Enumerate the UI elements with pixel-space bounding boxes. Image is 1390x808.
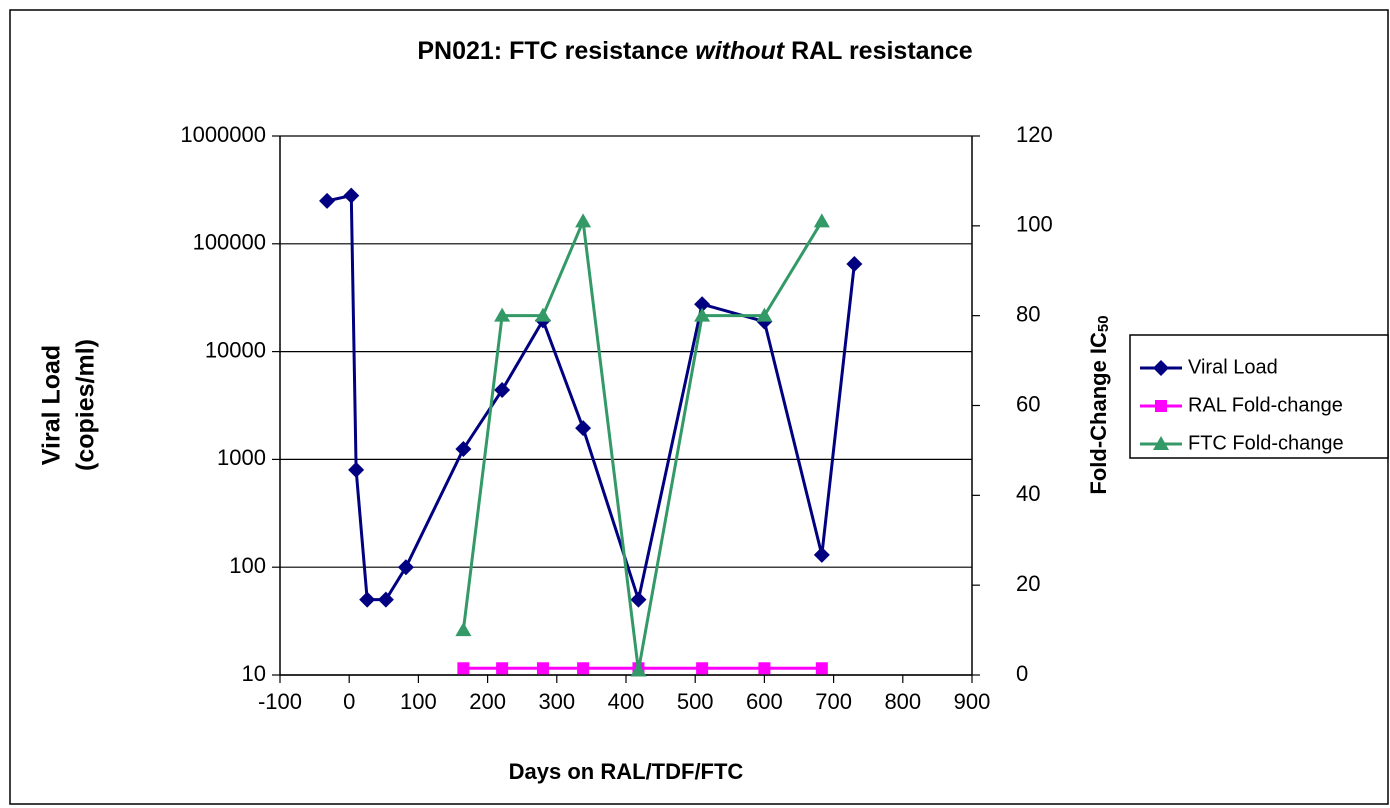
- x-tick-label: 300: [538, 689, 575, 714]
- series-line: [461, 215, 824, 671]
- legend-marker: [1153, 360, 1169, 376]
- point: [575, 213, 592, 228]
- legend-label: FTC Fold-change: [1188, 432, 1344, 454]
- point: [696, 662, 709, 675]
- x-tick-label: 0: [343, 689, 355, 714]
- legend-box: [1129, 334, 1389, 459]
- y-tick-label: 10: [242, 661, 266, 686]
- point: [496, 662, 509, 675]
- y-tick-label: 1000000: [180, 122, 266, 147]
- point: [758, 662, 771, 675]
- x-tick-label: 800: [884, 689, 921, 714]
- y-axis-label-line: (copies/ml): [72, 339, 100, 471]
- y2-tick-label: 120: [1016, 122, 1053, 147]
- point: [536, 662, 549, 675]
- y2-label-part: Fold-Change IC: [1086, 332, 1111, 495]
- point: [359, 591, 376, 608]
- y2-tick-label: 40: [1016, 481, 1040, 506]
- point: [694, 307, 711, 322]
- title-part: without: [695, 37, 786, 65]
- x-tick-label: 700: [815, 689, 852, 714]
- y2-tick-label: 0: [1016, 661, 1028, 686]
- x-tick-label: 100: [400, 689, 437, 714]
- x-tick-label: 900: [954, 689, 991, 714]
- y-axis-label: Viral Load (copies/ml): [38, 339, 100, 471]
- x-tick-label: 200: [469, 689, 506, 714]
- point: [534, 307, 551, 322]
- legend-marker: [1153, 436, 1169, 450]
- point: [494, 307, 511, 322]
- x-tick-label: 500: [677, 689, 714, 714]
- point: [815, 662, 828, 675]
- point: [577, 662, 590, 675]
- title-part: RAL resistance: [784, 37, 973, 65]
- y2-tick-label: 20: [1016, 571, 1040, 596]
- legend-marker: [1155, 400, 1167, 412]
- y2-tick-label: 100: [1016, 212, 1053, 237]
- y-tick-label: 10000: [205, 337, 266, 362]
- legend-label: RAL Fold-change: [1188, 394, 1343, 416]
- point: [630, 662, 647, 677]
- point: [348, 461, 365, 478]
- y-tick-label: 100: [229, 553, 266, 578]
- point: [846, 255, 863, 272]
- y2-tick-label: 80: [1016, 301, 1040, 326]
- point: [397, 559, 414, 576]
- point: [343, 187, 360, 204]
- x-axis-label: Days on RAL/TDF/FTC: [509, 759, 744, 784]
- point: [377, 591, 394, 608]
- point: [455, 622, 472, 637]
- point: [694, 296, 711, 313]
- point: [630, 591, 647, 608]
- title-part: PN021: FTC resistance: [417, 37, 695, 65]
- x-tick-label: 400: [608, 689, 645, 714]
- point: [494, 382, 511, 399]
- legend-label: Viral Load: [1188, 356, 1278, 378]
- point: [455, 440, 472, 457]
- point: [457, 662, 470, 675]
- point: [756, 307, 773, 322]
- y2-label-part: 50: [1095, 315, 1112, 332]
- y-axis-label-line: Viral Load: [38, 345, 66, 465]
- x-tick-label: 600: [746, 689, 783, 714]
- y2-axis-label-text: Fold-Change IC50: [1086, 315, 1112, 494]
- point: [575, 420, 592, 437]
- point: [813, 546, 830, 563]
- point: [319, 192, 336, 209]
- point: [813, 213, 830, 228]
- x-tick-label: -100: [258, 689, 302, 714]
- y2-axis-label: Fold-Change IC50: [1086, 315, 1112, 494]
- y2-tick-label: 60: [1016, 391, 1040, 416]
- y-tick-label: 1000: [217, 445, 266, 470]
- y-tick-label: 100000: [193, 230, 266, 255]
- chart-title: PN021: FTC resistance without RAL resist…: [417, 37, 972, 65]
